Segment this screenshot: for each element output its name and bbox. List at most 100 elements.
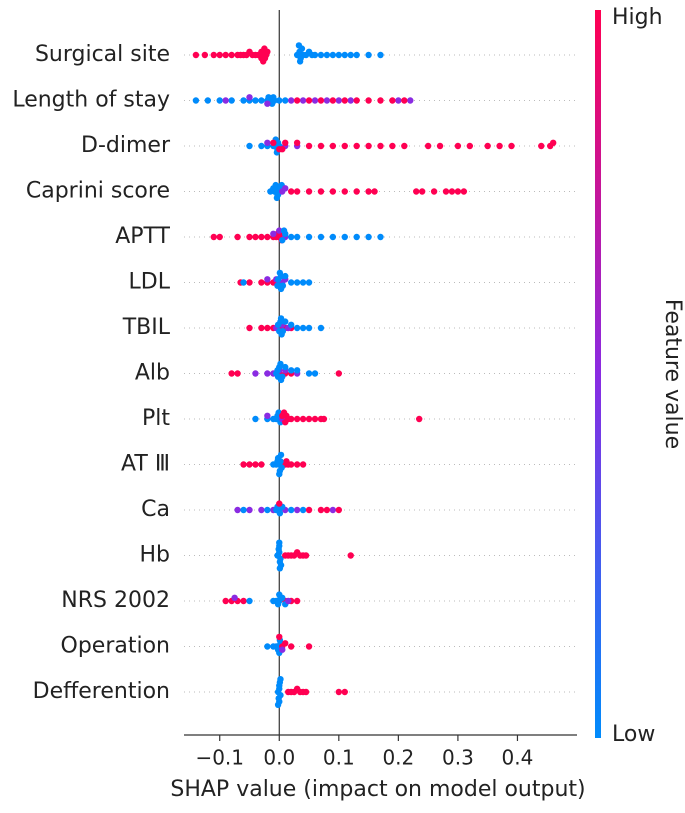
shap-point (264, 324, 271, 332)
feature-label: Length of stay (12, 88, 170, 113)
shap-point (287, 97, 295, 104)
shap-point (276, 146, 283, 153)
shap-point (282, 185, 289, 192)
shap-point (418, 188, 426, 195)
shap-point (508, 142, 515, 150)
shap-point (258, 506, 265, 514)
x-tick-label: 0.3 (442, 746, 474, 770)
shap-point (280, 227, 288, 234)
shap-point (323, 97, 331, 104)
shap-point (377, 233, 384, 241)
shap-point (246, 597, 253, 605)
shap-point (240, 461, 247, 468)
shap-point (296, 58, 304, 65)
shap-point (416, 415, 423, 423)
shap-point (347, 97, 354, 104)
shap-point (395, 97, 402, 104)
feature-label: APTT (115, 224, 170, 249)
shap-point (454, 188, 462, 195)
shap-point (228, 97, 235, 104)
shap-point (276, 269, 284, 277)
shap-point (228, 370, 235, 377)
shap-point (341, 188, 348, 195)
shap-point (264, 643, 271, 650)
shap-point (323, 51, 331, 59)
shap-point (413, 188, 420, 195)
shap-point (201, 51, 209, 59)
shap-point (246, 506, 253, 514)
shap-point (282, 640, 289, 647)
shap-point (305, 415, 313, 423)
shap-point (341, 233, 348, 241)
shap-point (466, 142, 474, 150)
shap-point (424, 142, 432, 150)
shap-point (538, 142, 545, 150)
feature-label: Caprini score (26, 179, 170, 204)
shap-point (252, 461, 259, 468)
x-tick-label: 0.2 (382, 746, 414, 770)
shap-point (293, 139, 301, 146)
shap-point (335, 688, 343, 696)
shap-point (311, 51, 319, 59)
shap-point (276, 591, 283, 598)
shap-point (192, 97, 200, 104)
shap-point (264, 370, 271, 377)
shap-point (258, 142, 265, 150)
shap-point (265, 94, 272, 101)
shap-point (258, 324, 265, 332)
shap-point (279, 646, 286, 653)
shap-point (216, 233, 223, 241)
shap-point (240, 97, 247, 104)
shap-point (317, 97, 325, 104)
shap-point (276, 539, 283, 546)
shap-point (282, 272, 289, 280)
shap-point (287, 643, 295, 650)
feature-label: Defferention (33, 679, 170, 704)
shap-point (287, 321, 295, 328)
shap-point (279, 237, 286, 244)
shap-point (228, 51, 235, 59)
shap-point (407, 97, 414, 104)
shap-point (317, 188, 325, 195)
shap-point (293, 279, 301, 286)
feature-label: Ca (141, 497, 170, 522)
shap-point (341, 51, 348, 59)
shap-point (293, 506, 301, 514)
shap-point (216, 97, 223, 104)
shap-point (240, 597, 247, 605)
shap-point (305, 188, 313, 195)
shap-point (246, 142, 253, 150)
shap-point (293, 233, 301, 241)
shap-point (365, 97, 372, 104)
shap-point (258, 461, 265, 468)
shap-point (353, 188, 360, 195)
shap-point (264, 100, 271, 107)
feature-label: Surgical site (35, 42, 170, 67)
shap-point (305, 506, 313, 514)
shap-point (305, 279, 313, 286)
x-tick-label: 0.0 (263, 746, 295, 770)
shap-point (317, 51, 325, 59)
feature-label: D-dimer (81, 133, 171, 158)
shap-point (234, 370, 241, 377)
shap-point (264, 276, 271, 283)
shap-point (246, 461, 253, 468)
shap-point (287, 188, 295, 195)
shap-point (299, 97, 307, 104)
shap-point (282, 139, 289, 146)
shap-point (252, 370, 259, 377)
shap-point (311, 97, 319, 104)
shap-point (448, 188, 456, 195)
shap-point (246, 94, 253, 101)
shap-point (258, 97, 265, 104)
shap-point (276, 633, 283, 641)
shap-point (299, 506, 307, 514)
feature-label: NRS 2002 (61, 588, 170, 613)
shap-point (276, 470, 283, 478)
shap-point (436, 142, 444, 150)
shap-point (302, 552, 310, 559)
shap-point (274, 701, 282, 708)
shap-point (329, 51, 337, 59)
shap-point (285, 597, 292, 605)
